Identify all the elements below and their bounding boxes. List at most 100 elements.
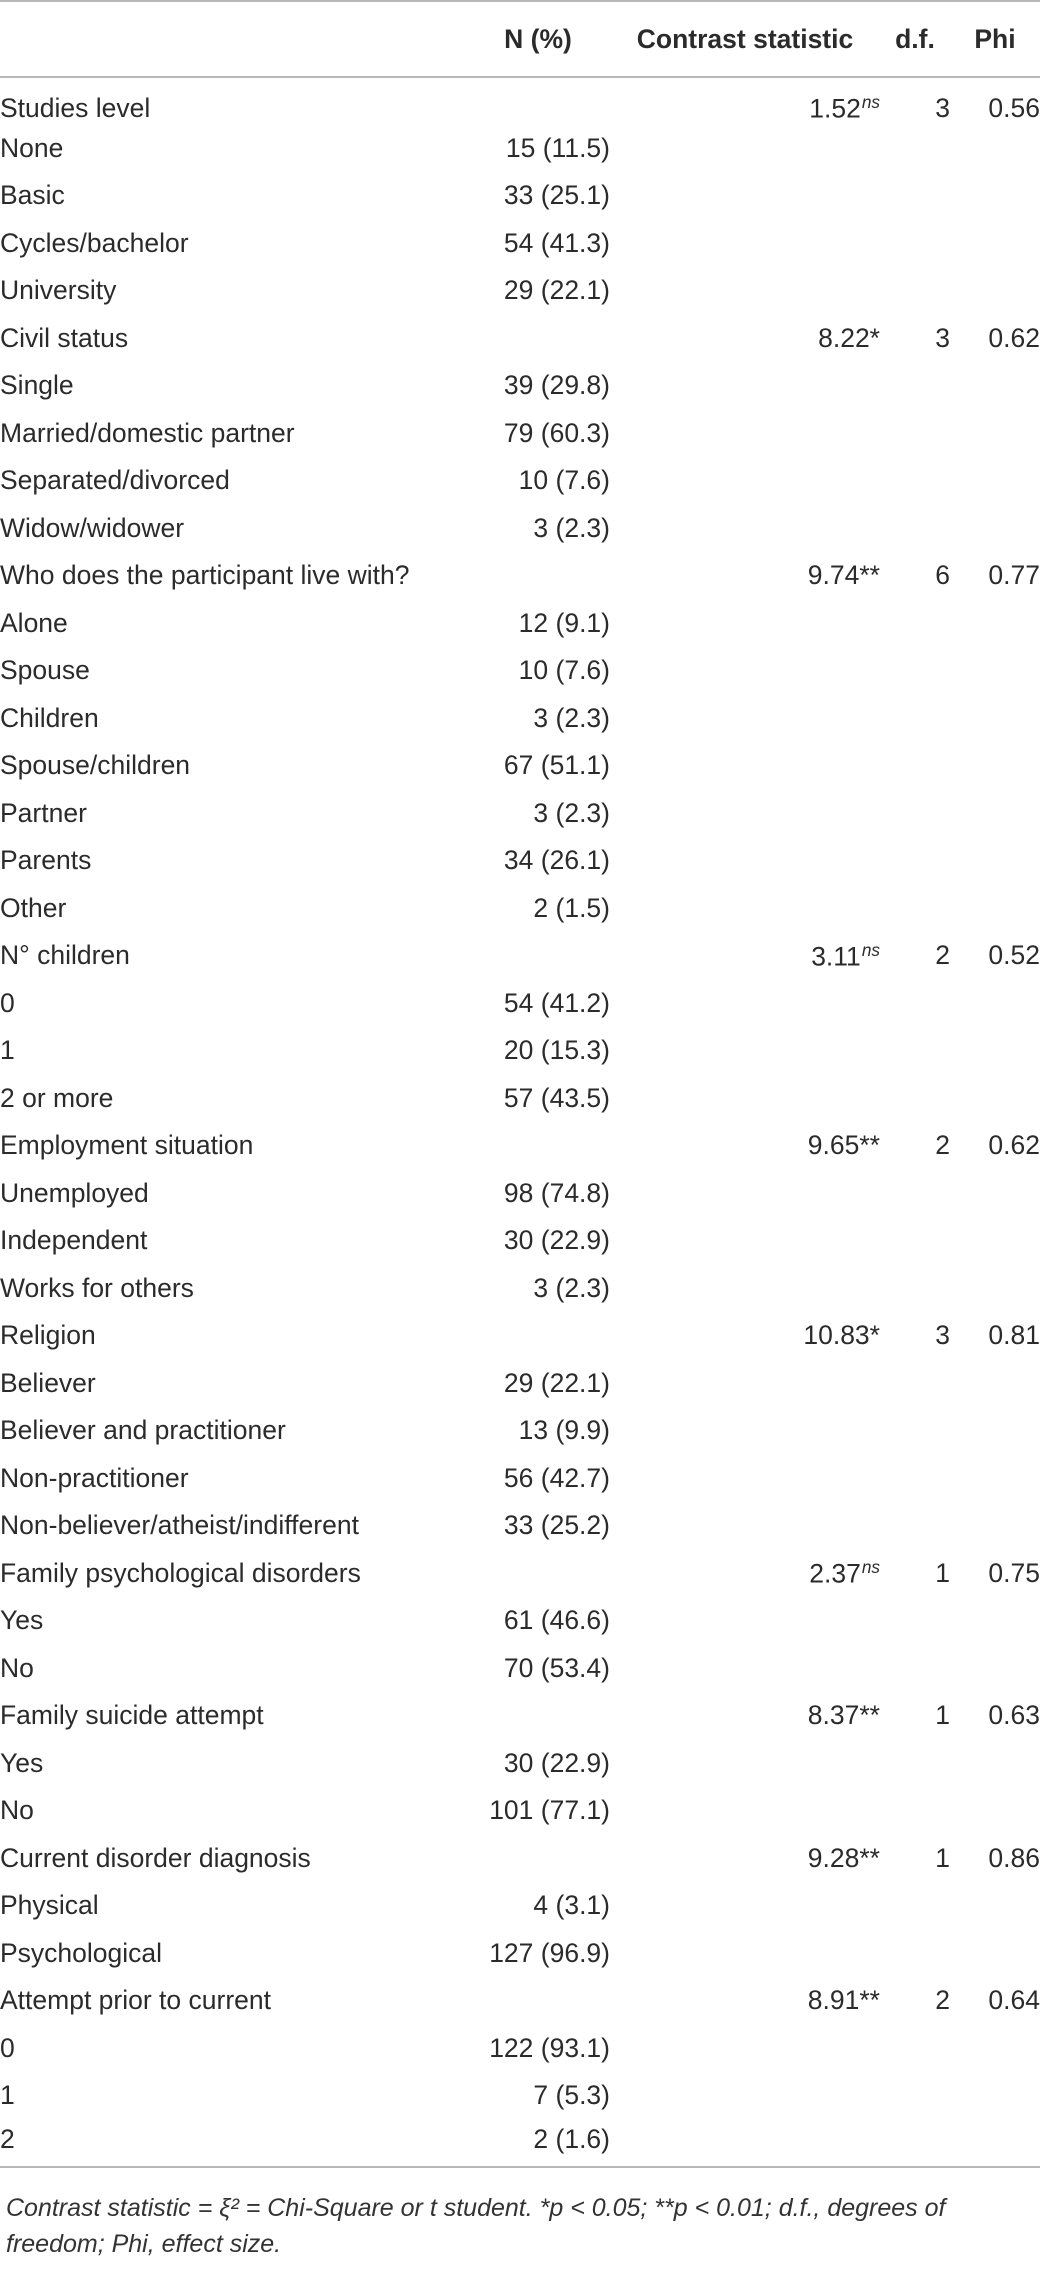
cell-n-percent-text: 15 (11.5) [505,132,610,163]
cell-phi [950,1645,1040,1693]
cell-label: Physical [0,1882,466,1930]
table-row-category: Separated/divorced 10 (7.6) [0,457,1040,505]
cell-label-text: 2 or more [0,1082,114,1113]
cell-n-percent [466,77,610,125]
cell-label: Separated/divorced [0,457,466,505]
cell-contrast-statistic [610,600,880,648]
cell-label-text: Basic [0,180,65,211]
cell-n-percent: 29 (22.1) [466,1360,610,1408]
cell-n-percent: 39 (29.8) [466,362,610,410]
cell-n-percent [466,1835,610,1883]
cell-n-percent: 3 (2.3) [466,1265,610,1313]
cell-phi-text: 0.75 [988,1557,1040,1588]
cell-contrast-statistic-text: 9.28** [807,1842,880,1873]
cell-df: 2 [880,1122,950,1170]
cell-phi: 0.64 [950,1977,1040,2025]
table-row-category: 1 7 (5.3) [0,2072,1040,2120]
cell-df [880,172,950,220]
cell-df [880,1170,950,1218]
cell-n-percent-text: 12 (9.1) [518,607,610,638]
cell-label-text: Studies level [0,92,151,123]
cell-label: Attempt prior to current [0,1977,466,2025]
cell-contrast-statistic [610,885,880,933]
cell-phi [950,457,1040,505]
cell-label-text: Physical [0,1890,99,1921]
cell-df-text: 1 [935,1557,950,1588]
cell-phi [950,742,1040,790]
cell-n-percent-text: 13 (9.9) [518,1415,610,1446]
significance-marker: ns [861,1557,880,1578]
cell-phi: 0.81 [950,1312,1040,1360]
cell-df: 2 [880,932,950,980]
cell-contrast-statistic: 2.37ns [610,1550,880,1598]
cell-n-percent: 4 (3.1) [466,1882,610,1930]
cell-df [880,2072,950,2120]
cell-contrast-statistic: 9.65** [610,1122,880,1170]
cell-df: 6 [880,552,950,600]
cell-contrast-statistic [610,695,880,743]
cell-contrast-statistic [610,1882,880,1930]
cell-phi-text: 0.62 [988,322,1040,353]
cell-label: Works for others [0,1265,466,1313]
cell-label: No [0,1645,466,1693]
cell-contrast-statistic [610,172,880,220]
cell-contrast-statistic: 1.52ns [610,77,880,125]
table-row-category: Yes 30 (22.9) [0,1740,1040,1788]
table-row-category: Works for others 3 (2.3) [0,1265,1040,1313]
cell-label: Single [0,362,466,410]
cell-label: Alone [0,600,466,648]
cell-contrast-statistic-text: 8.22* [818,322,880,353]
cell-label: Believer [0,1360,466,1408]
table-row-category: Partner 3 (2.3) [0,790,1040,838]
cell-df-text: 3 [935,1320,950,1351]
cell-phi [950,1455,1040,1503]
cell-label-text: Other [0,892,67,923]
cell-label-text: 0 [0,987,15,1018]
cell-label-text: 0 [0,2032,15,2063]
cell-df [880,2025,950,2073]
cell-phi [950,125,1040,173]
header-row: N (%) Contrast statistic d.f. Phi [0,0,1040,78]
cell-label-text: University [0,275,117,306]
cell-df [880,125,950,173]
cell-label: Who does the participant live with? [0,552,466,600]
cell-contrast-statistic-text: 3.11 [811,940,861,971]
table-row-category: 0 54 (41.2) [0,980,1040,1028]
cell-contrast-statistic [610,1170,880,1218]
cell-label: Civil status [0,315,466,363]
cell-label-text: Alone [0,607,68,638]
cell-label: 1 [0,1027,466,1075]
cell-label: Believer and practitioner [0,1407,466,1455]
cell-label: No [0,1787,466,1835]
cell-n-percent [466,552,610,600]
cell-label: 0 [0,980,466,1028]
table-row-category: Believer and practitioner 13 (9.9) [0,1407,1040,1455]
table-row-category: None 15 (11.5) [0,125,1040,173]
table-header: N (%) Contrast statistic d.f. Phi [0,0,1040,78]
cell-df: 1 [880,1550,950,1598]
cell-df [880,1455,950,1503]
cell-label-text: N° children [0,940,130,971]
cell-label: Employment situation [0,1122,466,1170]
cell-df [880,1027,950,1075]
cell-df [880,695,950,743]
cell-n-percent: 34 (26.1) [466,837,610,885]
table-body: Studies level 1.52ns 3 0.56 None 15 (11.5) Bas… [0,77,1040,2167]
cell-df [880,1217,950,1265]
cell-phi [950,2120,1040,2168]
cell-label: 2 [0,2120,466,2168]
cell-contrast-statistic-text: 1.52 [809,93,861,124]
cell-n-percent [466,932,610,980]
cell-n-percent: 79 (60.3) [466,410,610,458]
table-row-category: Believer 29 (22.1) [0,1360,1040,1408]
cell-contrast-statistic [610,1787,880,1835]
cell-phi [950,267,1040,315]
cell-label-text: Believer and practitioner [0,1415,286,1446]
cell-df: 1 [880,1692,950,1740]
cell-phi-text: 0.52 [988,940,1040,971]
cell-label-text: Who does the participant live with? [0,560,410,591]
table-footnote: Contrast statistic = ξ² = Chi-Square or … [6,2194,946,2258]
table-row-variable: Family psychological disorders 2.37ns 1 0.7… [0,1550,1040,1598]
cell-n-percent-text: 30 (22.9) [503,1225,610,1256]
cell-df [880,742,950,790]
